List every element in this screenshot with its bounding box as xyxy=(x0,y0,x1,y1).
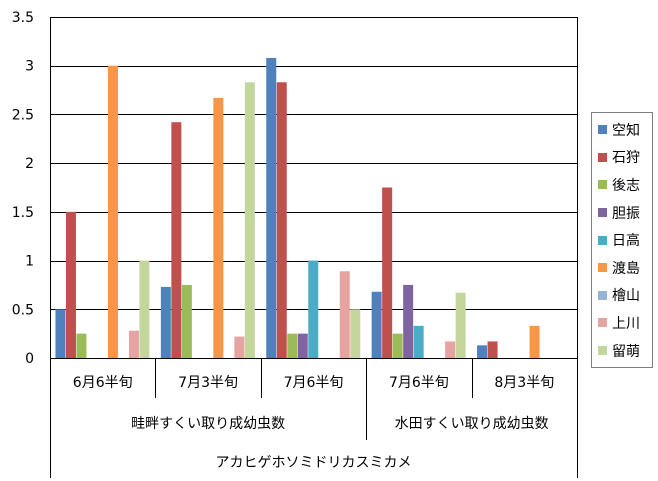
x-category-label: 8月3半旬 xyxy=(494,375,554,391)
x-category-label: 7月3半旬 xyxy=(178,375,238,391)
legend-item: 檜山 xyxy=(592,282,652,310)
bar xyxy=(128,330,139,358)
legend-swatch xyxy=(598,346,607,356)
y-tick-label: 0 xyxy=(25,351,34,367)
x-category-label: 6月6半旬 xyxy=(73,375,133,391)
bar xyxy=(413,325,424,358)
y-tick-label: 1.5 xyxy=(12,205,34,221)
bar xyxy=(76,333,87,358)
legend-swatch xyxy=(598,180,607,190)
legend-label: 日高 xyxy=(612,233,640,250)
axes xyxy=(50,17,578,478)
legend-label: 留萌 xyxy=(612,343,640,360)
bar xyxy=(107,65,118,358)
y-tick-label: 2 xyxy=(25,156,34,172)
legend-label: 空知 xyxy=(612,122,640,139)
bar xyxy=(297,333,308,358)
legend-label: 檜山 xyxy=(612,288,640,305)
y-tick-labels: 0 0.5 1 1.5 2 2.5 3 3.5 xyxy=(12,10,34,367)
bar xyxy=(529,325,540,358)
bar xyxy=(171,122,182,358)
legend-item: 石狩 xyxy=(592,144,652,172)
legend-swatch xyxy=(598,152,607,162)
y-tick-label: 2.5 xyxy=(12,107,34,123)
legend-swatch xyxy=(598,208,607,218)
y-tick-label: 0.5 xyxy=(12,302,34,318)
y-tick-label: 3 xyxy=(25,59,34,75)
bar xyxy=(308,260,319,358)
legend: 空知石狩後志胆振日高渡島檜山上川留萌 xyxy=(591,112,653,368)
bar xyxy=(487,341,498,358)
legend-item: 胆振 xyxy=(592,199,652,227)
bar xyxy=(455,292,466,358)
bar xyxy=(382,187,393,358)
bar xyxy=(65,211,76,358)
bar xyxy=(350,309,361,358)
legend-label: 胆振 xyxy=(612,205,640,222)
bar xyxy=(276,82,287,358)
x-category-label: 7月6半旬 xyxy=(284,375,344,391)
y-tick-label: 1 xyxy=(25,254,34,270)
legend-label: 上川 xyxy=(612,315,640,332)
y-tick-label: 3.5 xyxy=(12,10,34,26)
legend-item: 留萌 xyxy=(592,337,652,365)
bar xyxy=(213,97,224,358)
x-group-label: 水田すくい取り成幼虫数 xyxy=(395,416,549,432)
bar xyxy=(244,82,255,358)
legend-label: 後志 xyxy=(612,177,640,194)
bar xyxy=(371,291,382,358)
legend-item: 上川 xyxy=(592,309,652,337)
legend-item: 日高 xyxy=(592,226,652,254)
legend-swatch xyxy=(598,318,607,328)
x-group-label: 畦畔すくい取り成幼虫数 xyxy=(131,416,285,432)
bar xyxy=(403,284,414,358)
bar xyxy=(139,260,150,358)
bars xyxy=(55,57,540,359)
bar xyxy=(160,286,171,358)
legend-swatch xyxy=(598,125,607,135)
legend-item: 空知 xyxy=(592,116,652,144)
gridlines xyxy=(50,17,577,310)
bar xyxy=(339,271,350,358)
bar xyxy=(181,284,192,358)
bar xyxy=(445,341,456,358)
bar xyxy=(477,345,488,358)
x-category-label: 7月6半旬 xyxy=(389,375,449,391)
bar xyxy=(266,57,277,359)
bar xyxy=(55,309,66,358)
bar xyxy=(392,333,403,358)
x-top-label: アカヒゲホソミドリカスミカメ xyxy=(216,455,412,471)
legend-swatch xyxy=(598,235,607,245)
legend-swatch xyxy=(598,290,607,300)
legend-item: 渡島 xyxy=(592,254,652,282)
legend-label: 石狩 xyxy=(612,150,640,167)
bar xyxy=(287,333,298,358)
bar xyxy=(234,336,245,358)
legend-swatch xyxy=(598,263,607,273)
legend-item: 後志 xyxy=(592,171,652,199)
legend-label: 渡島 xyxy=(612,260,640,277)
